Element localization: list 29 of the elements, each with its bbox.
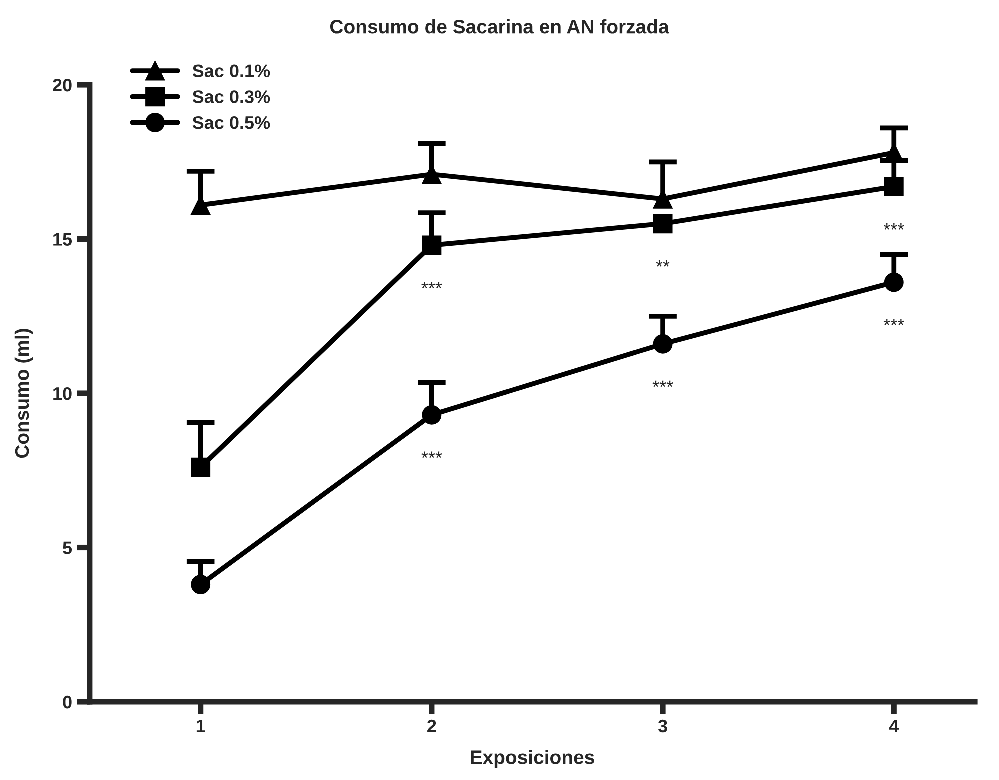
y-tick-label: 5 [63, 542, 72, 554]
point [884, 272, 904, 292]
point [653, 334, 673, 354]
point [191, 458, 211, 478]
point [422, 405, 442, 425]
y-tick-label: 10 [54, 387, 72, 400]
x-tick-label: 2 [428, 720, 436, 732]
legend-label: Sac 0.3% [192, 90, 270, 104]
annotation: *** [884, 224, 904, 230]
annotation: ** [656, 260, 670, 267]
annotation: *** [884, 319, 904, 326]
point [884, 177, 904, 197]
y-tick-label: 0 [63, 696, 72, 709]
y-tick-label: 15 [54, 233, 72, 246]
x-tick-label: 1 [196, 720, 206, 732]
annotation: *** [422, 282, 442, 288]
annotation: *** [652, 380, 674, 388]
annotation: *** [422, 452, 442, 458]
point [653, 214, 673, 234]
x-tick-label: 3 [658, 720, 668, 733]
chart-title: Consumo de Sacarina en AN forzada [330, 20, 670, 34]
point [191, 575, 211, 594]
legend-label: Sac 0.1% [192, 64, 270, 78]
x-axis-title: Exposiciones [471, 750, 594, 768]
point [422, 236, 442, 256]
y-tick-label: 20 [53, 78, 72, 92]
y-axis-title: Consumo (ml) [14, 329, 34, 458]
x-tick-label: 4 [889, 720, 900, 732]
legend-label: Sac 0.5% [192, 116, 270, 130]
